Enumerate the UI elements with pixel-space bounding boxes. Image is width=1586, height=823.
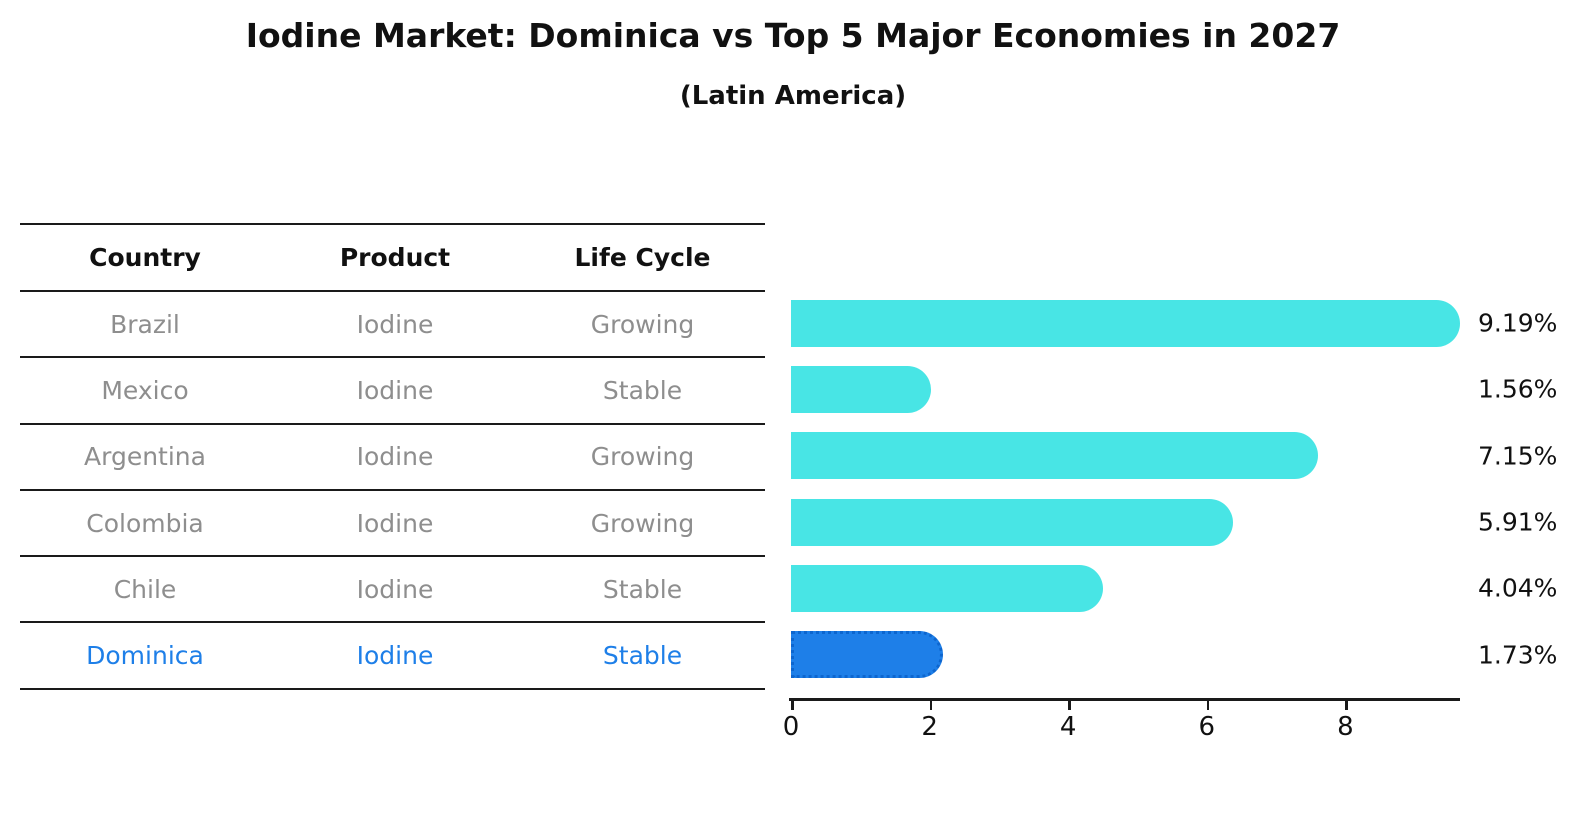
bar-value-label: 1.73% [1478, 640, 1558, 670]
table-cell-country: Mexico [101, 375, 189, 405]
x-axis-tick-label: 8 [1337, 712, 1354, 742]
x-axis-tick [1206, 701, 1210, 710]
x-axis-tick-label: 2 [921, 712, 938, 742]
table-cell-life_cycle: Growing [590, 508, 695, 538]
country-table: Country Product Life Cycle Brazil Iodine G… [20, 223, 765, 690]
table-cell-product: Iodine [356, 641, 434, 671]
x-axis-tick-label: 0 [782, 712, 800, 742]
table-cell-country: Colombia [86, 508, 204, 538]
bar-dominica [791, 631, 943, 679]
table-cell-product: Iodine [356, 375, 434, 405]
table-cell-country: Argentina [84, 442, 206, 472]
x-axis-line [789, 698, 1460, 701]
table-cell-product: Iodine [356, 508, 434, 538]
table-cell-life_cycle: Growing [590, 309, 695, 339]
bar-value-label: 5.91% [1478, 507, 1558, 537]
bar-colombia [791, 498, 1233, 546]
bar-value-label: 9.19% [1478, 308, 1558, 338]
table-body: Brazil Iodine Growing Mexico Iodine Stable Arg… [20, 292, 765, 690]
bar-argentina [791, 432, 1319, 480]
table-row: Argentina Iodine Growing [20, 425, 765, 491]
x-axis-tick-label: 6 [1198, 712, 1216, 742]
table-row: Mexico Iodine Stable [20, 358, 765, 425]
table-cell-life_cycle: Growing [590, 442, 695, 472]
table-cell-product: Iodine [356, 574, 434, 604]
table-cell-product: Iodine [356, 442, 434, 472]
table-cell-country: Dominica [86, 641, 204, 671]
table-row: Dominica Iodine Stable [20, 623, 765, 690]
table-cell-country: Brazil [110, 309, 180, 339]
x-axis-tick [929, 701, 933, 710]
bar-value-label: 4.04% [1478, 573, 1558, 603]
column-header-country: Country [89, 243, 201, 272]
bar-brazil [791, 299, 1460, 347]
x-axis-tick [791, 701, 794, 710]
column-header-lifecycle: Life Cycle [574, 243, 711, 272]
table-cell-product: Iodine [356, 309, 434, 339]
x-axis-tick [1068, 701, 1071, 710]
table-cell-life_cycle: Stable [602, 641, 683, 671]
column-header-product: Product [339, 243, 451, 272]
table-cell-life_cycle: Stable [602, 375, 683, 405]
bar-value-label: 7.15% [1478, 441, 1558, 471]
table-row: Brazil Iodine Growing [20, 292, 765, 359]
x-axis-tick [1345, 701, 1348, 710]
bar-mexico [791, 365, 932, 413]
page-subtitle: (Latin America) [679, 81, 907, 111]
bar-value-label: 1.56% [1478, 374, 1558, 404]
table-cell-life_cycle: Stable [602, 574, 683, 604]
table-header-row: Country Product Life Cycle [20, 225, 765, 292]
x-axis-tick-label: 4 [1059, 712, 1077, 742]
table-row: Colombia Iodine Growing [20, 491, 765, 558]
table-row: Chile Iodine Stable [20, 557, 765, 624]
table-cell-country: Chile [113, 574, 177, 604]
page-title: Iodine Market: Dominica vs Top 5 Major E… [245, 16, 1341, 55]
bar-chile [791, 564, 1103, 612]
